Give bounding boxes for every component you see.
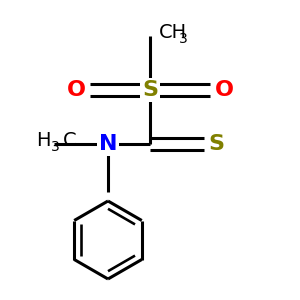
Text: O: O bbox=[214, 80, 233, 100]
Text: C: C bbox=[63, 131, 76, 151]
Text: O: O bbox=[67, 80, 85, 100]
Text: S: S bbox=[142, 80, 158, 100]
Text: S: S bbox=[208, 134, 224, 154]
Text: N: N bbox=[99, 134, 117, 154]
Text: H: H bbox=[37, 131, 51, 151]
Text: 3: 3 bbox=[179, 32, 188, 46]
Text: 3: 3 bbox=[51, 140, 60, 154]
Text: CH: CH bbox=[159, 23, 187, 43]
